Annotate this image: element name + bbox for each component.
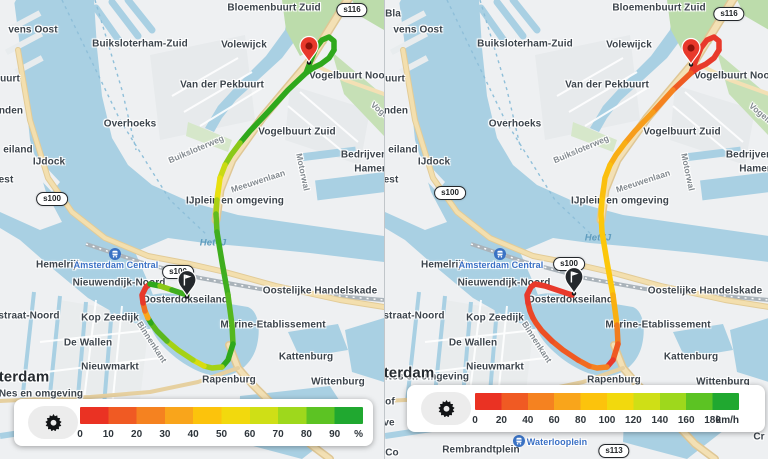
legend-tick: 50 — [215, 429, 228, 440]
route-segment — [524, 281, 575, 306]
route-segment — [164, 338, 196, 363]
route-overlay-left — [139, 34, 337, 371]
route-segment — [222, 140, 243, 168]
route-segment — [670, 70, 694, 93]
settings-button[interactable] — [421, 392, 471, 425]
road-shield: s113 — [598, 444, 630, 458]
legend-ticks: 0 20 40 60 80 100 120 140 160 180 km/h — [472, 415, 739, 427]
route-segment — [530, 315, 555, 344]
route-segment — [622, 109, 656, 146]
route-segment — [688, 34, 722, 76]
route-segment — [610, 292, 620, 328]
gear-icon — [437, 400, 455, 417]
route-segment — [614, 322, 621, 347]
legend-tick: 120 — [625, 415, 642, 426]
road-shield: s100 — [434, 186, 466, 200]
legend-gradient-bar — [475, 393, 739, 410]
legend-unit: km/h — [715, 415, 739, 426]
gear-icon — [44, 414, 62, 431]
road-shield: s116 — [336, 3, 368, 17]
legend-card-speed: 0 20 40 60 80 100 120 140 160 180 km/h — [407, 385, 765, 432]
legend-tick: 10 — [102, 429, 114, 440]
end-pin — [299, 35, 319, 66]
legend-tick: 80 — [575, 415, 587, 426]
legend-tick: 60 — [548, 415, 560, 426]
legend-tick: 140 — [651, 415, 669, 426]
route-segment — [650, 87, 676, 115]
train-station-icon — [109, 248, 121, 260]
route-segment — [607, 140, 628, 168]
map-panel-right[interactable]: Bloemenbuurt Zuid Bla vens Oost Buiksloterh… — [384, 0, 768, 459]
legend-tick: 20 — [495, 415, 507, 426]
route-segment — [139, 281, 153, 306]
legend-tick: 0 — [472, 415, 478, 426]
legend-tick: 60 — [244, 429, 256, 440]
route-segment — [688, 47, 722, 76]
route-segment — [599, 162, 613, 203]
legend-tick: 90 — [329, 429, 341, 440]
route-segment — [148, 320, 170, 344]
route-segment — [214, 229, 231, 298]
legend-ticks: 0 10 20 30 40 50 60 70 80 90% — [77, 429, 363, 441]
legend-tick: 160 — [677, 415, 695, 426]
settings-button[interactable] — [28, 406, 78, 439]
legend-tick: 70 — [272, 429, 284, 440]
legend-tick: 0 — [77, 429, 83, 440]
legend-unit: % — [354, 429, 363, 440]
route-segment — [549, 338, 581, 363]
legend-card-percent: 0 10 20 30 40 50 60 70 80 90% — [14, 399, 373, 446]
route-segment — [610, 341, 621, 363]
route-segment — [303, 34, 337, 76]
route-segment — [169, 287, 190, 298]
legend-gradient-bar — [80, 407, 363, 424]
legend-tick: 80 — [300, 429, 312, 440]
route-segment — [219, 341, 236, 370]
map-panel-left[interactable]: Bloemenbuurt Zuid vens Oost Buiksloterham-… — [0, 0, 384, 459]
legend-tick: 20 — [131, 429, 143, 440]
legend-tick: 40 — [187, 429, 199, 440]
legend-tick: 100 — [598, 415, 616, 426]
route-segment — [214, 175, 223, 203]
legend-scale: 0 10 20 30 40 50 60 70 80 90% — [77, 407, 363, 441]
route-overlay-right — [524, 34, 722, 371]
route-segment — [237, 47, 337, 146]
train-station-icon — [494, 248, 506, 260]
legend-tick: 30 — [159, 429, 171, 440]
road-shield: s116 — [713, 7, 745, 21]
legend-tick: 180 — [704, 415, 721, 426]
legend-scale: 0 20 40 60 80 100 120 140 160 180 km/h — [472, 393, 739, 427]
legend-tick: 40 — [522, 415, 534, 426]
metro-station-icon — [513, 435, 525, 447]
route-segment — [213, 211, 220, 235]
route-segment — [598, 197, 616, 298]
road-shield: s100 — [36, 192, 68, 206]
route-segment — [225, 292, 236, 347]
